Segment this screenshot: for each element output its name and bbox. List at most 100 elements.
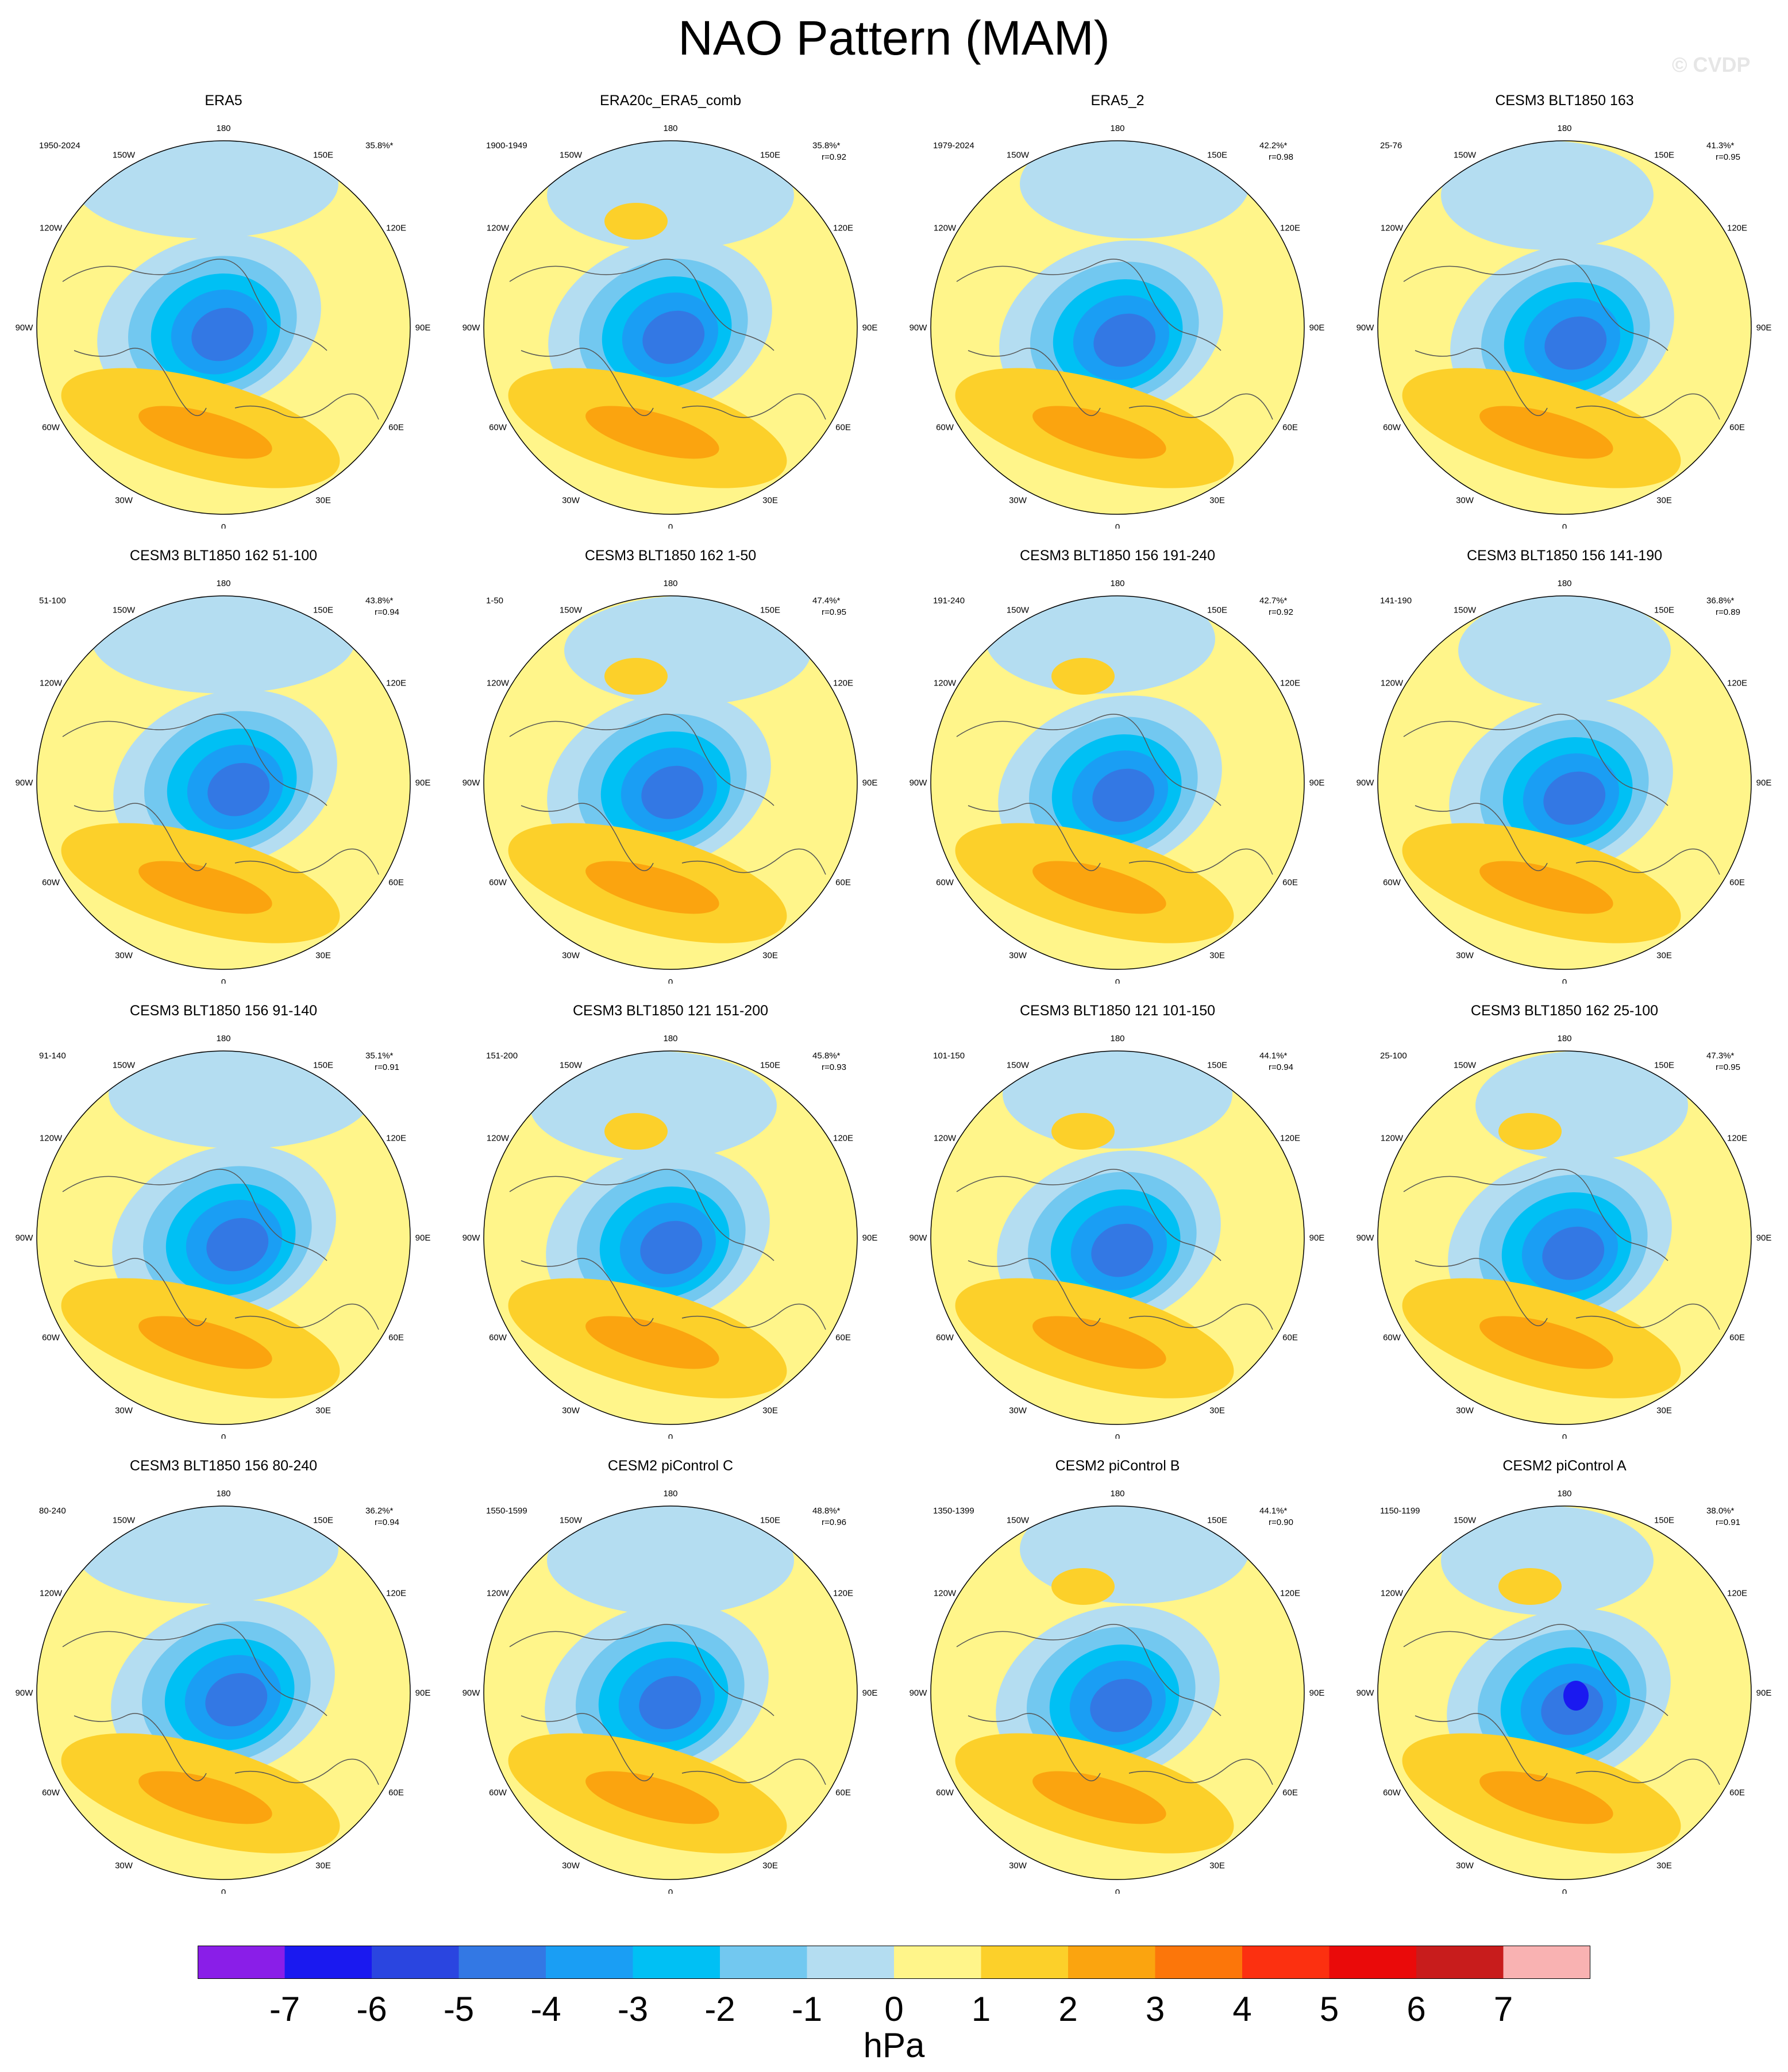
variance-label: 47.3%* [1706, 1051, 1735, 1061]
correlation-label: r=0.92 [822, 152, 846, 162]
longitude-label: 60W [1383, 1333, 1401, 1343]
positive-contour [138, 1771, 272, 1824]
colorbar-swatch [1155, 1946, 1242, 1979]
map-border [1377, 1505, 1752, 1880]
map-panel: CESM3 BLT1850 121 151-200 180 150E 120E 90E 6… [447, 1002, 894, 1456]
positive-contour [1032, 861, 1166, 914]
longitude-label: 90E [862, 1233, 878, 1243]
period-label: 1350-1399 [933, 1506, 974, 1516]
longitude-label: 60E [1282, 423, 1298, 433]
page-title: NAO Pattern (MAM) [678, 11, 1110, 65]
longitude-label: 30W [115, 1406, 133, 1416]
polar-map: 180 150E 120E 90E 60E 30E 0 30W 60W 90W 120W 150W 13… [910, 1489, 1325, 1894]
pacific-negative-band [91, 596, 356, 694]
polar-map: 180 150E 120E 90E 60E 30E 0 30W 60W 90W 120W 150W 19… [910, 124, 1325, 529]
positive-contour [1479, 861, 1613, 914]
longitude-label: 150W [560, 150, 583, 160]
longitude-label: 30W [115, 951, 133, 961]
map-panel: CESM3 BLT1850 162 51-100 180 150E 120E 90E 60… [0, 547, 447, 1001]
longitude-label: 90W [463, 1688, 481, 1698]
longitude-label: 120W [934, 679, 957, 688]
longitude-label: 30W [1009, 1406, 1027, 1416]
longitude-label: 90W [910, 1688, 928, 1698]
panel-title: CESM3 BLT1850 156 141-190 [1466, 548, 1663, 564]
coastline [62, 259, 379, 420]
colorbar-swatch [1503, 1946, 1590, 1979]
longitude-label: 90W [16, 1688, 34, 1698]
correlation-label: r=0.96 [822, 1518, 846, 1527]
colorbar-tick-label: 1 [971, 1990, 991, 2028]
positive-contour [1498, 1113, 1562, 1150]
panel-title: CESM2 piControl A [1502, 1458, 1627, 1474]
positive-contour [585, 1316, 719, 1369]
longitude-label: 60W [1383, 1788, 1401, 1798]
longitude-label: 90E [415, 1688, 431, 1698]
longitude-label: 150E [760, 1060, 780, 1070]
positive-contour [585, 406, 719, 459]
coastline [956, 259, 1273, 420]
longitude-label: 120W [40, 1589, 63, 1599]
longitude-label: 120E [1280, 1134, 1300, 1143]
longitude-label: 30E [1656, 496, 1672, 506]
longitude-label: 180 [1110, 124, 1124, 133]
longitude-label: 90E [415, 778, 431, 788]
variance-label: 44.1%* [1259, 1506, 1288, 1516]
longitude-label: 60W [489, 1333, 507, 1343]
positive-contour [1051, 658, 1115, 695]
longitude-label: 90E [1309, 1233, 1325, 1243]
watermark: © CVDP [1672, 53, 1751, 76]
longitude-label: 120E [833, 224, 853, 233]
colorbar-tick-label: -1 [791, 1990, 823, 2028]
longitude-label: 90W [910, 323, 928, 333]
longitude-label: 90E [862, 323, 878, 333]
longitude-label: 150W [1007, 1060, 1030, 1070]
longitude-label: 120E [1280, 224, 1300, 233]
longitude-label: 30E [315, 496, 331, 506]
pacific-negative-band [74, 1506, 338, 1604]
positive-contour [604, 658, 668, 695]
positive-contour [1498, 1568, 1562, 1605]
variance-label: 42.7%* [1259, 596, 1288, 606]
longitude-label: 60W [42, 878, 60, 888]
polar-map: 180 150E 120E 90E 60E 30E 0 30W 60W 90W 120W 150W 80… [16, 1489, 431, 1894]
pacific-negative-band [547, 1506, 794, 1615]
longitude-label: 150E [1654, 1060, 1674, 1070]
colorbar-tick-label: -5 [443, 1990, 475, 2028]
variance-label: 38.0%* [1706, 1506, 1735, 1516]
correlation-label: r=0.94 [375, 607, 399, 617]
longitude-label: 180 [663, 1034, 677, 1043]
coastline [956, 714, 1273, 875]
longitude-label: 150E [313, 1060, 333, 1070]
longitude-label: 180 [1110, 1489, 1124, 1499]
longitude-label: 180 [663, 579, 677, 588]
longitude-label: 150E [760, 1515, 780, 1525]
colorbar-tick-label: 3 [1145, 1990, 1165, 2028]
coastline [956, 1169, 1273, 1330]
longitude-label: 120E [386, 679, 406, 688]
colorbar-swatch [1329, 1946, 1416, 1979]
colorbar-tick-label: -3 [617, 1990, 649, 2028]
correlation-label: r=0.89 [1716, 607, 1740, 617]
longitude-label: 30E [762, 951, 778, 961]
longitude-label: 150W [1007, 1515, 1030, 1525]
longitude-label: 90E [1309, 1688, 1325, 1698]
longitude-label: 30E [1209, 951, 1225, 961]
map-border [1377, 140, 1752, 515]
longitude-label: 150W [560, 605, 583, 615]
longitude-label: 60W [936, 423, 954, 433]
longitude-label: 30E [1209, 1861, 1225, 1871]
pacific-negative-band [1020, 141, 1250, 238]
positive-contour [1479, 406, 1613, 459]
longitude-label: 120W [934, 1134, 957, 1143]
variance-label: 35.1%* [365, 1051, 394, 1061]
colorbar-swatch [458, 1946, 546, 1979]
map-border [36, 1505, 411, 1880]
longitude-label: 120E [833, 679, 853, 688]
longitude-label: 60E [388, 878, 404, 888]
positive-contour [1032, 1316, 1166, 1369]
longitude-label: 90E [415, 1233, 431, 1243]
positive-contour [138, 406, 272, 459]
longitude-label: 120E [833, 1134, 853, 1143]
longitude-label: 90E [1756, 1688, 1772, 1698]
polar-map: 180 150E 120E 90E 60E 30E 0 30W 60W 90W 120W 150W 1-… [463, 579, 878, 984]
